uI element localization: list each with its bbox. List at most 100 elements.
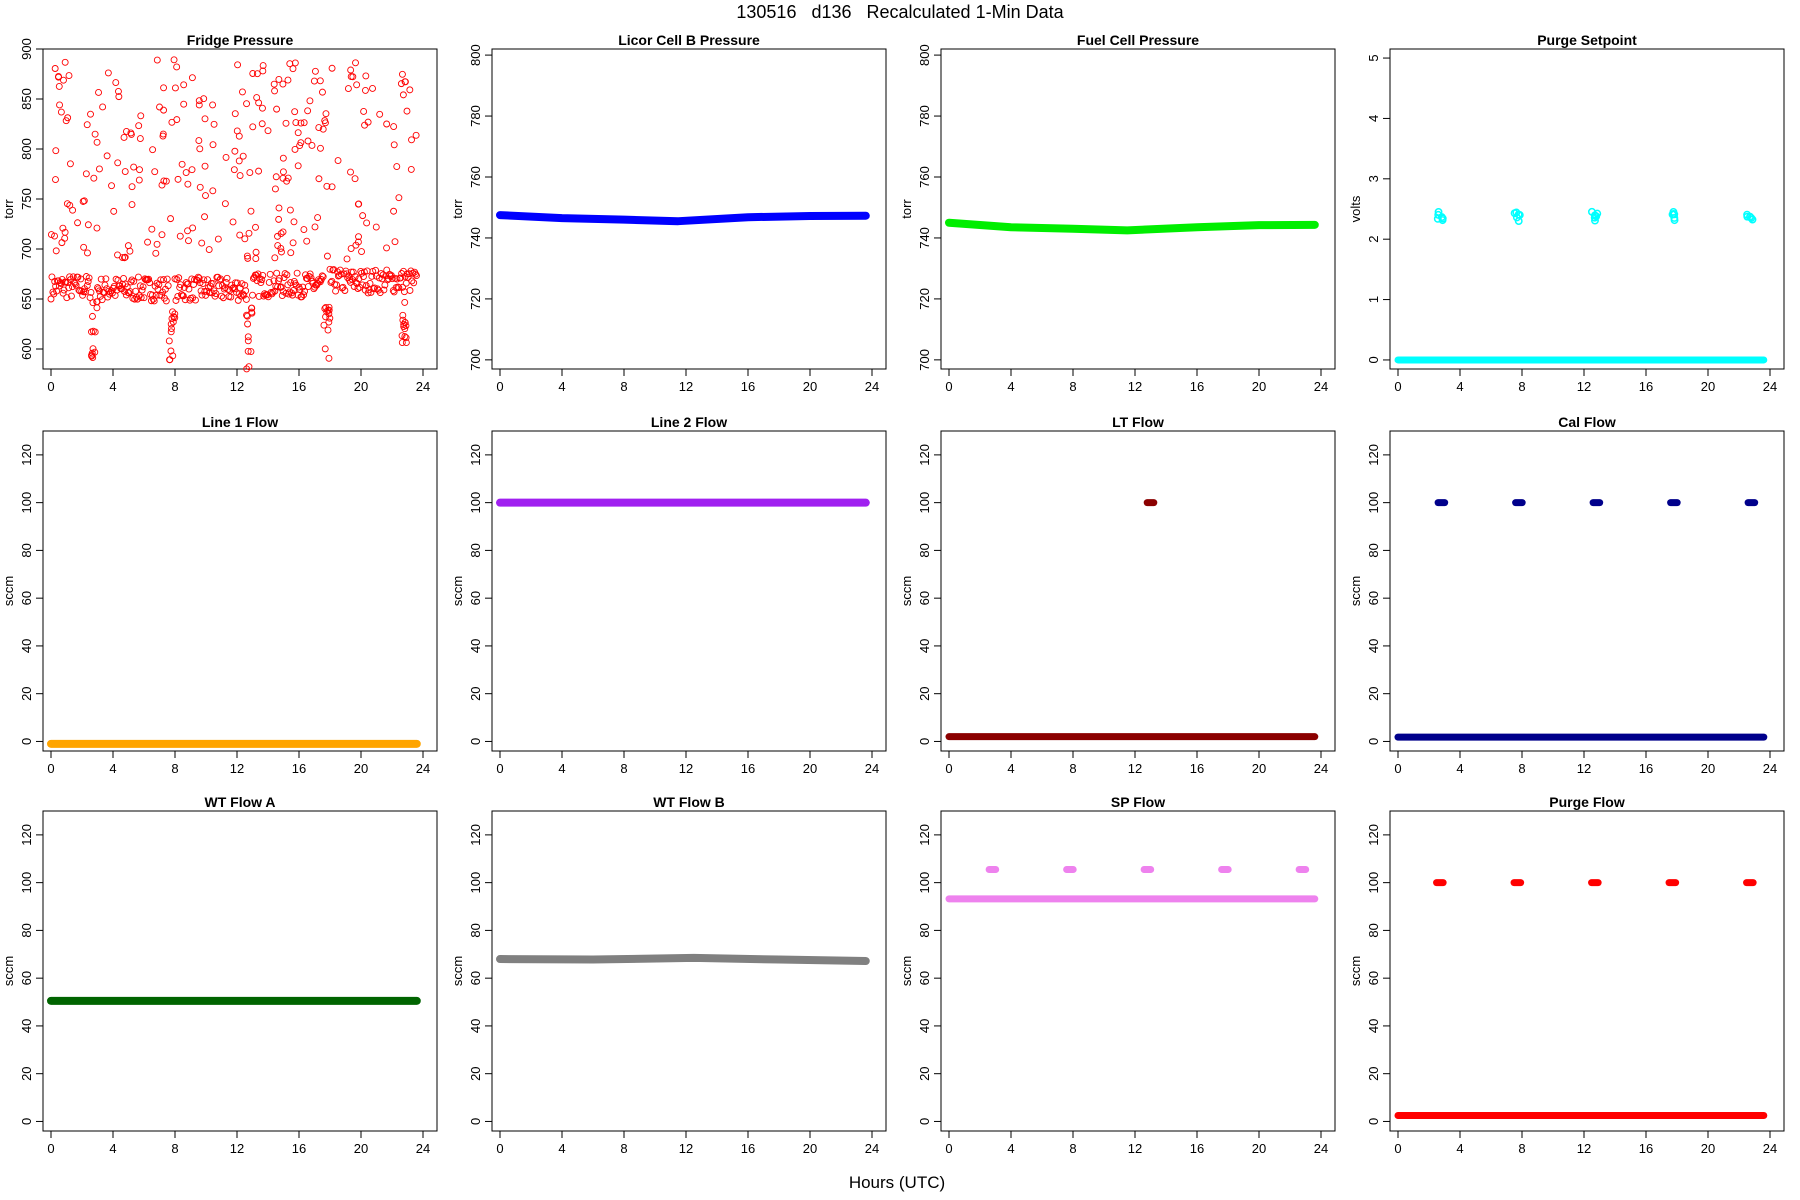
data-point	[404, 273, 412, 281]
data-point	[195, 274, 203, 282]
data-point	[120, 275, 127, 282]
y-axis-label: sccm	[899, 956, 914, 986]
data-point	[80, 288, 88, 296]
data-point	[66, 160, 74, 168]
data-point	[243, 100, 251, 108]
data-point	[201, 115, 209, 123]
data-point	[158, 231, 166, 239]
x-tick-label: 12	[679, 761, 693, 776]
data-point	[355, 233, 362, 241]
data-point	[148, 225, 156, 233]
data-point	[71, 280, 79, 287]
data-point	[128, 276, 136, 284]
y-tick-label: 650	[19, 288, 34, 310]
data-point	[125, 289, 133, 297]
y-tick-label: 120	[917, 444, 932, 466]
data-point	[219, 294, 227, 302]
data-point	[89, 345, 97, 353]
y-tick-label: 760	[917, 166, 932, 188]
data-point	[264, 127, 272, 135]
data-point	[275, 204, 283, 212]
data-point	[59, 289, 67, 297]
panel-title: Purge Setpoint	[1537, 32, 1637, 48]
data-point	[390, 207, 398, 215]
data-point	[195, 97, 203, 105]
panel-title: LT Flow	[1112, 414, 1164, 430]
x-tick-label: 4	[558, 761, 565, 776]
x-tick-label: 12	[1577, 379, 1591, 394]
x-tick-label: 20	[1252, 761, 1266, 776]
data-point	[290, 218, 298, 226]
data-point	[381, 281, 389, 289]
data-point	[214, 235, 222, 243]
x-tick-label: 16	[1190, 1141, 1204, 1156]
data-point	[363, 219, 371, 227]
data-point	[398, 339, 406, 346]
data-point	[51, 232, 58, 240]
data-point	[315, 124, 323, 132]
x-tick-label: 0	[945, 379, 952, 394]
y-tick-label: 100	[19, 492, 34, 514]
data-point	[413, 272, 420, 279]
data-point	[135, 176, 143, 184]
data-point	[87, 288, 95, 296]
data-point	[294, 162, 302, 170]
panel-8: WT Flow A sccm 0 4 8 12 16 20 24 0 20 40 60 80 100 120	[1, 794, 438, 1156]
data-point	[275, 215, 283, 223]
data-point	[249, 123, 257, 131]
data-point	[52, 147, 60, 155]
data-point	[297, 119, 305, 127]
data-point	[216, 276, 224, 284]
data-point	[196, 145, 204, 153]
data-point	[257, 279, 265, 287]
y-tick-label: 0	[917, 1118, 932, 1125]
data-point	[247, 348, 255, 356]
y-tick-label: 100	[468, 492, 483, 514]
data-point	[360, 273, 367, 281]
y-tick-label: 20	[19, 686, 34, 700]
data-point	[47, 295, 55, 303]
x-tick-label: 4	[109, 1141, 116, 1156]
data-point	[223, 274, 231, 282]
data-point	[185, 285, 193, 293]
plot-frame	[491, 810, 887, 1132]
y-tick-label: 40	[917, 639, 932, 653]
data-point	[127, 130, 135, 138]
data-point	[241, 235, 249, 243]
data-point	[235, 157, 243, 165]
data-point	[271, 185, 279, 193]
x-tick-label: 16	[292, 761, 306, 776]
y-tick-label: 700	[19, 238, 34, 260]
data-point	[252, 255, 260, 263]
panel-9: WT Flow B sccm 0 4 8 12 16 20 24 0 20 40 60 80 100 120	[450, 794, 887, 1156]
data-point	[243, 365, 251, 373]
data-point	[128, 201, 136, 209]
data-point	[103, 152, 111, 160]
data-point	[169, 318, 177, 326]
data-point	[259, 104, 266, 112]
data-point	[137, 294, 145, 301]
x-tick-label: 0	[945, 761, 952, 776]
data-point	[179, 292, 187, 300]
y-tick-label: 700	[468, 349, 483, 371]
data-point	[266, 270, 274, 278]
x-tick-label: 16	[741, 1141, 755, 1156]
plot-frame	[1389, 430, 1785, 752]
data-point	[325, 318, 333, 326]
data-point	[63, 294, 71, 302]
data-point	[393, 275, 401, 283]
data-point	[333, 281, 340, 289]
data-point	[188, 74, 196, 82]
y-tick-label: 760	[468, 166, 483, 188]
data-point	[95, 165, 103, 173]
data-point	[114, 159, 122, 167]
x-tick-label: 12	[230, 1141, 244, 1156]
data-point	[289, 65, 297, 73]
x-tick-label: 12	[1577, 1141, 1591, 1156]
data-point	[255, 292, 263, 300]
data-point	[155, 281, 163, 288]
data-point	[159, 130, 167, 138]
x-tick-label: 20	[1701, 1141, 1715, 1156]
y-axis-label: torr	[450, 199, 465, 219]
data-point	[165, 337, 173, 345]
